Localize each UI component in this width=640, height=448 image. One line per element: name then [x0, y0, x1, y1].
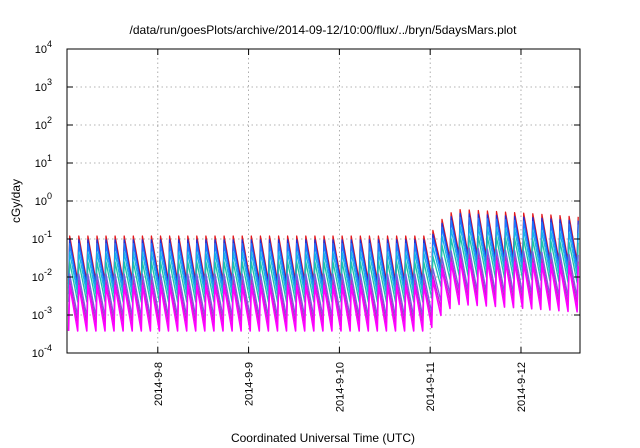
- series-line: [67, 258, 579, 332]
- y-tick-label: 102: [35, 115, 52, 132]
- y-axis: 10-4 10-3 10-2 10-1 100 101 102 103 104: [32, 39, 580, 360]
- series-group: [67, 208, 579, 332]
- chart-title: /data/run/goesPlots/archive/2014-09-12/1…: [130, 23, 518, 37]
- x-tick-label: 2014-9-9: [244, 362, 256, 406]
- y-tick-label: 100: [35, 191, 52, 208]
- x-tick-label: 2014-9-10: [334, 362, 346, 412]
- x-axis-label: Coordinated Universal Time (UTC): [231, 431, 415, 445]
- y-tick-label: 103: [35, 77, 52, 94]
- y-tick-label: 10-2: [32, 267, 52, 284]
- y-tick-label: 10-4: [32, 343, 52, 360]
- y-axis-label: cGy/day: [9, 179, 23, 223]
- y-tick-label: 10-3: [32, 305, 52, 322]
- x-tick-label: 2014-9-12: [516, 362, 528, 412]
- y-tick-label: 104: [35, 39, 52, 56]
- x-axis: 2014-9-8 2014-9-9 2014-9-10 2014-9-11 2014-9…: [153, 49, 528, 412]
- x-tick-label: 2014-9-8: [153, 362, 165, 406]
- y-tick-label: 101: [35, 153, 52, 170]
- y-tick-label: 10-1: [32, 229, 52, 246]
- x-tick-label: 2014-9-11: [425, 362, 437, 411]
